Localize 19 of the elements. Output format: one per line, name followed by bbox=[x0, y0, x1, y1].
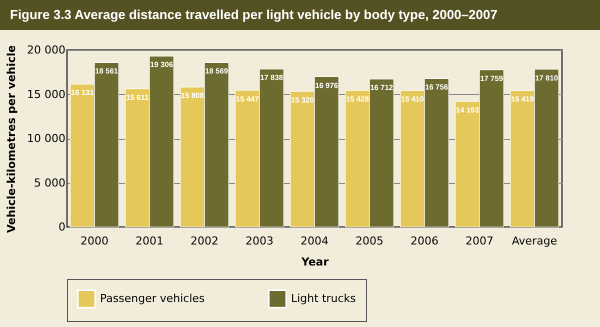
y-tick-label: 15 000 bbox=[27, 88, 66, 101]
x-tick-label: 2007 bbox=[466, 234, 494, 248]
x-tick-label: 2002 bbox=[190, 234, 218, 248]
legend-label: Light trucks bbox=[291, 292, 356, 305]
x-tick-label: Average bbox=[512, 234, 558, 248]
y-tick-label: 0 bbox=[58, 220, 66, 234]
x-tick-label: 2003 bbox=[246, 234, 274, 248]
x-tick-label: 2001 bbox=[136, 234, 164, 248]
x-axis-title: Year bbox=[300, 256, 330, 268]
legend-label: Passenger vehicles bbox=[100, 292, 206, 305]
x-tick-label: 2004 bbox=[300, 234, 328, 248]
y-axis-title: Vehicle-kilometres per vehicle bbox=[5, 45, 18, 233]
chart-title: Figure 3.3 Average distance travelled per light vehicle by body type, 2000–2007 bbox=[0, 0, 600, 30]
x-tick-label: 2005 bbox=[356, 234, 384, 248]
x-tick-label: 2006 bbox=[410, 234, 438, 248]
y-tick-label: 20 000 bbox=[27, 44, 66, 56]
x-tick-label: 2000 bbox=[80, 234, 108, 248]
y-tick-label: 5 000 bbox=[34, 176, 66, 190]
y-tick-label: 10 000 bbox=[27, 132, 66, 145]
